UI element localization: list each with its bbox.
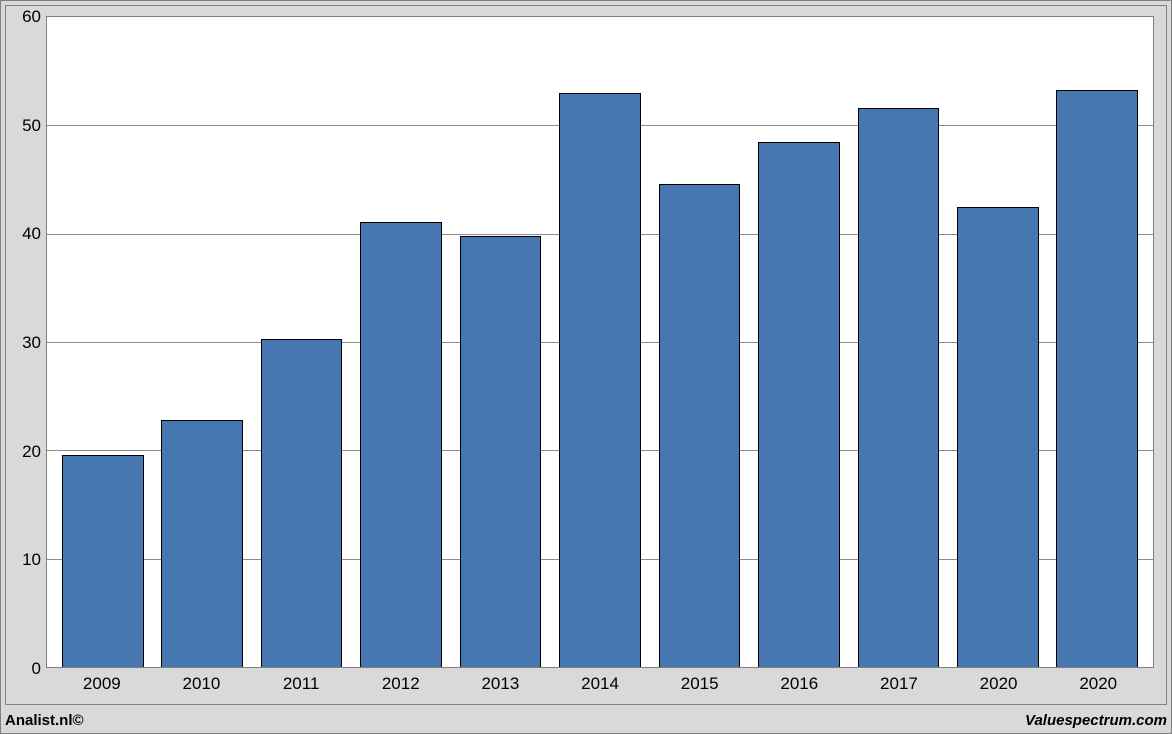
bar-slot xyxy=(1048,17,1147,667)
bar-slot xyxy=(152,17,251,667)
y-tick-label: 20 xyxy=(9,442,41,462)
bar-slot xyxy=(749,17,848,667)
x-tick-label: 2020 xyxy=(949,670,1049,698)
y-tick-label: 60 xyxy=(9,7,41,27)
chart-footer: Analist.nl© Valuespectrum.com xyxy=(5,709,1167,731)
bar-slot xyxy=(252,17,351,667)
bar-slot xyxy=(948,17,1047,667)
y-tick-label: 50 xyxy=(9,116,41,136)
x-tick-label: 2015 xyxy=(650,670,750,698)
bar xyxy=(559,93,641,667)
x-tick-label: 2014 xyxy=(550,670,650,698)
x-tick-label: 2011 xyxy=(251,670,351,698)
plot-area xyxy=(46,16,1154,668)
bar xyxy=(460,236,542,667)
bar-slot xyxy=(849,17,948,667)
x-tick-label: 2012 xyxy=(351,670,451,698)
bar xyxy=(659,184,741,667)
y-tick-label: 10 xyxy=(9,550,41,570)
bar-slot xyxy=(550,17,649,667)
x-axis: 2009201020112012201320142015201620172020… xyxy=(46,670,1154,698)
bar xyxy=(758,142,840,667)
bar-slot xyxy=(53,17,152,667)
footer-right-label: Valuespectrum.com xyxy=(1025,712,1167,729)
bar-slot xyxy=(451,17,550,667)
bar-slot xyxy=(650,17,749,667)
chart-frame: 0102030405060 20092010201120122013201420… xyxy=(0,0,1172,734)
x-tick-label: 2009 xyxy=(52,670,152,698)
x-tick-label: 2020 xyxy=(1048,670,1148,698)
bar xyxy=(261,339,343,667)
bar xyxy=(62,455,144,667)
bar xyxy=(360,222,442,667)
bar xyxy=(161,420,243,667)
bar xyxy=(1056,90,1138,667)
chart-panel: 0102030405060 20092010201120122013201420… xyxy=(5,5,1167,705)
y-tick-label: 30 xyxy=(9,333,41,353)
y-tick-label: 0 xyxy=(9,659,41,679)
x-tick-label: 2010 xyxy=(152,670,252,698)
bar-slot xyxy=(351,17,450,667)
footer-left-label: Analist.nl© xyxy=(5,712,84,729)
y-tick-label: 40 xyxy=(9,224,41,244)
x-tick-label: 2013 xyxy=(451,670,551,698)
bar xyxy=(957,207,1039,667)
bars-container xyxy=(47,17,1153,667)
x-tick-label: 2017 xyxy=(849,670,949,698)
x-tick-label: 2016 xyxy=(749,670,849,698)
bar xyxy=(858,108,940,667)
